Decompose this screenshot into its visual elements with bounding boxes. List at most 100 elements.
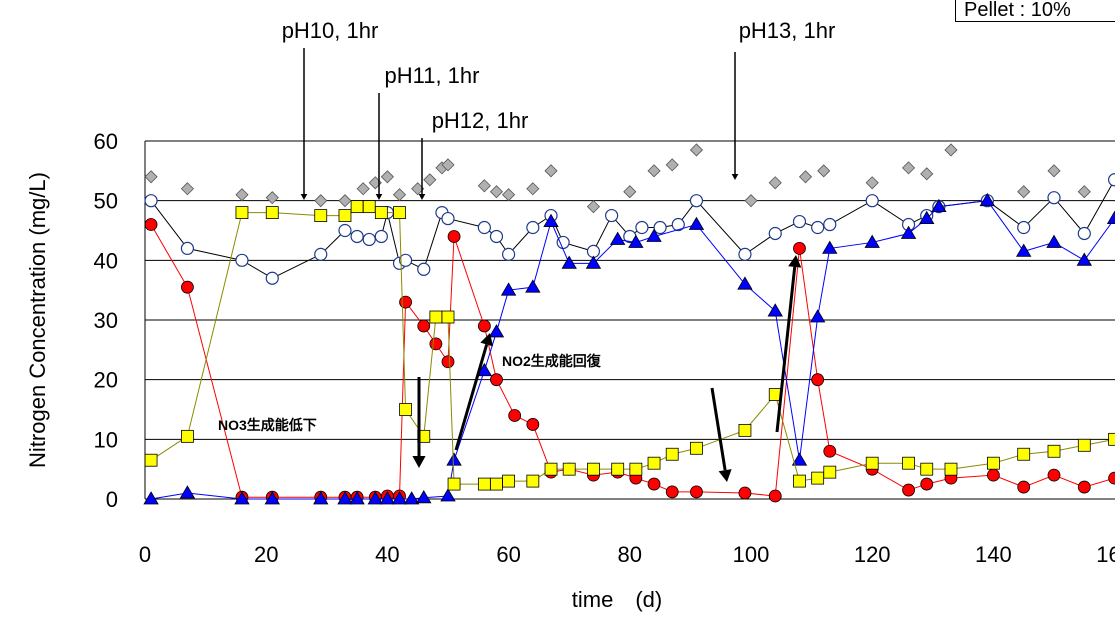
- triangle-point: [979, 192, 996, 207]
- y-axis-title: Nitrogen Concentration (mg/L): [25, 172, 50, 468]
- red-circle-point: [1108, 471, 1115, 485]
- triangle-point: [543, 213, 559, 227]
- red-circle-point: [1077, 480, 1091, 494]
- triangle-point: [337, 491, 353, 505]
- series-layer: [143, 143, 1115, 505]
- red-circle-point: [429, 337, 443, 351]
- triangle-point: [143, 491, 159, 505]
- triangle-point: [931, 198, 947, 213]
- y-tick-label: 20: [94, 368, 118, 393]
- square-point: [811, 471, 825, 485]
- red-circle-point: [417, 319, 431, 333]
- arrow-head: [300, 194, 308, 200]
- open-circle-point: [314, 247, 328, 261]
- square-point: [1017, 447, 1031, 461]
- ph-annotation-arrow: [418, 138, 426, 200]
- red-circle-point: [1017, 480, 1031, 494]
- red-circle-point: [399, 295, 412, 309]
- open-circle-point: [823, 217, 837, 232]
- diamond-point: [744, 194, 758, 208]
- arrow-head: [731, 174, 739, 180]
- triangle-point: [561, 255, 577, 269]
- red-circle-point: [477, 319, 491, 333]
- diamond-point: [623, 185, 637, 199]
- open-circle-point: [374, 229, 388, 244]
- trend-arrow-down: [412, 377, 426, 468]
- triangle-point: [919, 210, 935, 224]
- triangle-point: [367, 491, 383, 505]
- red-circle-point: [690, 485, 703, 499]
- series-line: [150, 224, 1115, 498]
- x-tick-label: 20: [254, 542, 278, 567]
- y-tick-label: 10: [94, 427, 118, 452]
- square-point: [181, 429, 194, 443]
- square-point: [562, 462, 576, 476]
- trend-arrow-up: [454, 333, 493, 451]
- open-circle-point: [738, 247, 752, 261]
- red-circle-point: [987, 468, 1000, 482]
- square-point: [920, 462, 934, 476]
- diamond-point: [689, 143, 704, 157]
- arrow-head: [375, 194, 383, 200]
- triangle-point: [234, 491, 250, 505]
- triangle-point: [609, 231, 626, 245]
- diamond-point: [901, 161, 916, 175]
- square-point: [987, 456, 1000, 470]
- open-circle-point: [768, 226, 782, 241]
- square-point: [544, 462, 558, 476]
- open-circle-point: [635, 220, 649, 235]
- diamond-point: [665, 158, 679, 172]
- x-tick-label: 140: [975, 542, 1012, 567]
- open-circle-point: [265, 271, 279, 285]
- open-circle-point: [556, 235, 570, 250]
- triangle-point: [791, 452, 808, 466]
- diamond-point: [798, 170, 813, 184]
- diamond-point: [920, 167, 934, 181]
- square-point: [374, 206, 388, 220]
- triangle-point: [349, 491, 365, 505]
- square-point: [490, 477, 503, 491]
- diamond-point: [441, 158, 455, 172]
- grid-layer: [144, 140, 1115, 500]
- open-circle-point: [144, 194, 158, 208]
- ph-annotation-label: pH11, 1hr: [385, 63, 480, 88]
- triangle-point: [688, 216, 705, 230]
- square-point: [393, 206, 406, 220]
- open-circle-point: [653, 220, 667, 235]
- ph-annotation-arrow: [375, 93, 383, 200]
- diamond-point: [489, 185, 504, 199]
- open-circle-point: [477, 220, 491, 235]
- ph-annotation-arrow: [300, 48, 308, 200]
- triangle-point: [585, 255, 602, 269]
- diamond-point: [144, 170, 158, 184]
- triangle-point: [1046, 234, 1062, 248]
- ph-annotation-arrow: [731, 52, 739, 180]
- diamond-point: [1017, 185, 1031, 199]
- square-point: [399, 403, 412, 416]
- triangle-point: [440, 488, 456, 502]
- diamond-point: [586, 200, 601, 214]
- triangle-point: [900, 225, 917, 239]
- triangle-point: [391, 491, 408, 505]
- triangle-point: [525, 279, 541, 293]
- square-point: [235, 206, 249, 220]
- open-circle-point: [1108, 173, 1115, 187]
- square-point: [1077, 438, 1091, 452]
- x-tick-label: 160: [1096, 542, 1115, 567]
- x-tick-label: 120: [854, 542, 891, 567]
- red-circle-point: [902, 483, 915, 497]
- x-tick-label: 60: [496, 542, 520, 567]
- square-point: [647, 456, 661, 470]
- ph-annotation-label: pH12, 1hr: [432, 108, 529, 133]
- red-circle-point: [447, 230, 461, 243]
- triangle-point: [628, 234, 644, 248]
- yellow-square-series: [144, 200, 1115, 491]
- open-circle-point: [865, 194, 879, 208]
- open-circle-point: [671, 217, 685, 232]
- square-point: [314, 209, 328, 222]
- open-circle-point: [362, 232, 376, 247]
- diamond-point: [1077, 185, 1091, 199]
- arrow-shaft: [710, 387, 727, 471]
- open-circle-point: [441, 211, 455, 226]
